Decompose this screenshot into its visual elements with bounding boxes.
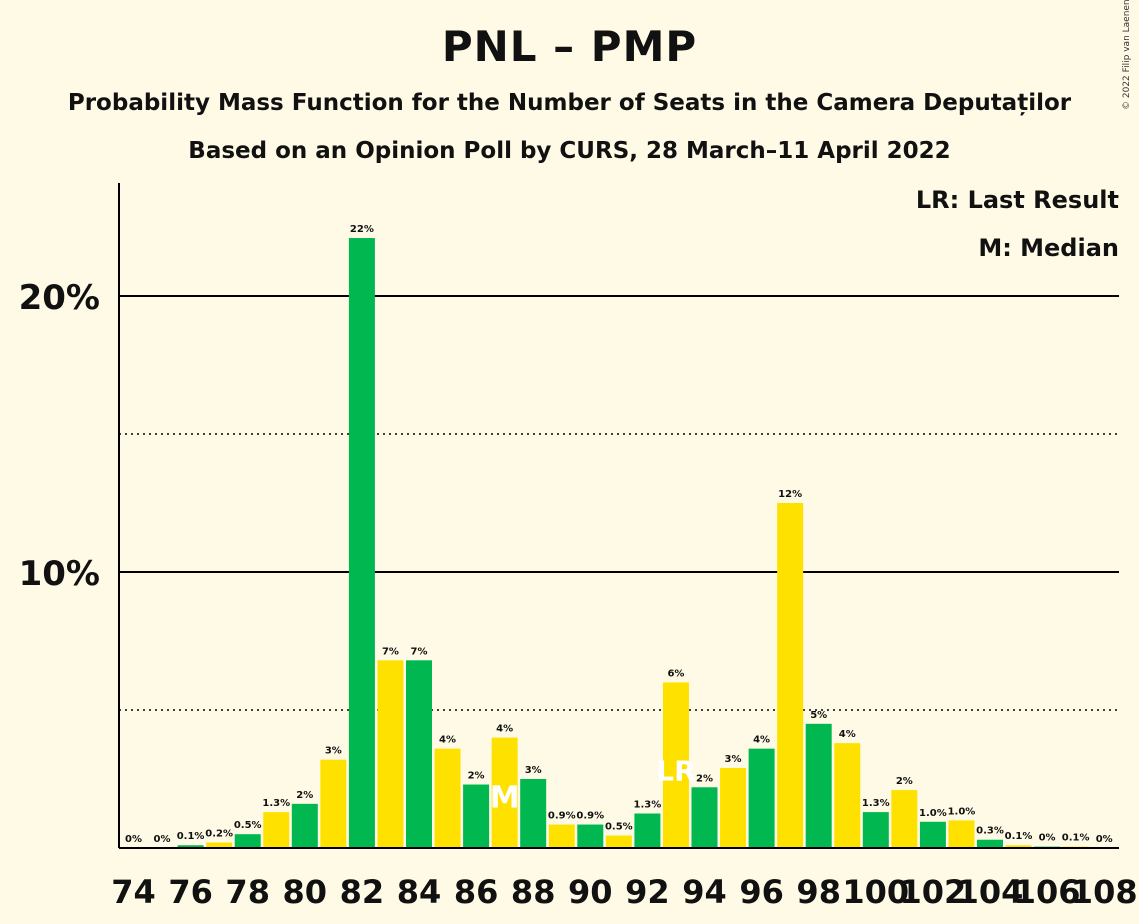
bar-value-label: 4% bbox=[439, 735, 456, 746]
bar bbox=[691, 787, 718, 848]
bar-value-label: 1.3% bbox=[634, 800, 662, 811]
bar bbox=[520, 779, 547, 848]
bar bbox=[634, 813, 661, 848]
bar-value-label: 0.3% bbox=[976, 826, 1004, 837]
bar bbox=[234, 834, 261, 848]
x-tick-label: 90 bbox=[568, 873, 613, 911]
x-tick-label: 84 bbox=[397, 873, 442, 911]
bar-value-label: 0.1% bbox=[177, 831, 205, 842]
bar bbox=[320, 759, 347, 848]
bar-value-label: 4% bbox=[496, 724, 513, 735]
x-tick-label: 96 bbox=[739, 873, 784, 911]
bar-value-label: 4% bbox=[753, 735, 770, 746]
bar-value-label: 4% bbox=[839, 729, 856, 740]
bar-value-label: 5% bbox=[810, 710, 827, 721]
bar bbox=[605, 835, 632, 848]
legend-last-result: LR: Last Result bbox=[915, 186, 1119, 214]
x-tick-label: 78 bbox=[225, 873, 270, 911]
bar bbox=[291, 803, 318, 848]
bar-value-label: 6% bbox=[667, 668, 684, 679]
bar-value-label: 2% bbox=[896, 776, 913, 787]
x-tick-label: 88 bbox=[511, 873, 556, 911]
bar-value-label: 1.0% bbox=[919, 808, 947, 819]
bar-value-label: 7% bbox=[411, 646, 428, 657]
bar bbox=[348, 238, 375, 849]
bar-value-label: 0.5% bbox=[605, 822, 633, 833]
x-tick-label: 106 bbox=[1014, 873, 1081, 911]
bar-value-label: 0.1% bbox=[1062, 833, 1090, 844]
bar bbox=[263, 812, 290, 848]
x-tick-label: 108 bbox=[1071, 873, 1138, 911]
bar bbox=[948, 820, 975, 848]
bar-value-label: 3% bbox=[325, 746, 342, 757]
bar bbox=[891, 790, 918, 848]
bar bbox=[662, 682, 689, 848]
chart-subtitle: Probability Mass Function for the Number… bbox=[67, 90, 1072, 116]
bar-value-label: 0% bbox=[1039, 833, 1056, 844]
bar bbox=[548, 824, 575, 848]
bar bbox=[777, 503, 804, 848]
bar bbox=[206, 842, 233, 848]
y-tick-label: 20% bbox=[19, 278, 100, 318]
bar-value-label: 3% bbox=[525, 765, 542, 776]
bar bbox=[805, 723, 832, 848]
bar-value-label: 7% bbox=[382, 646, 399, 657]
bar bbox=[748, 748, 775, 848]
bar-value-label: 0.9% bbox=[548, 811, 576, 822]
bar-value-label: 3% bbox=[725, 754, 742, 765]
bar bbox=[177, 845, 204, 848]
bar bbox=[434, 748, 461, 848]
x-tick-label: 82 bbox=[340, 873, 385, 911]
bar bbox=[862, 812, 889, 848]
bar-value-label: 1.3% bbox=[262, 798, 290, 809]
x-tick-label: 98 bbox=[796, 873, 841, 911]
bar bbox=[406, 660, 432, 848]
x-tick-label: 100 bbox=[842, 873, 909, 911]
bar bbox=[834, 743, 861, 848]
x-tick-label: 102 bbox=[900, 873, 967, 911]
bar-value-label: 0% bbox=[1096, 834, 1113, 845]
bar-value-label: 1.3% bbox=[862, 798, 890, 809]
x-tick-label: 94 bbox=[682, 873, 727, 911]
bar bbox=[491, 737, 518, 848]
bar-value-label: 0.2% bbox=[205, 828, 233, 839]
x-tick-label: 104 bbox=[957, 873, 1024, 911]
bar bbox=[577, 824, 604, 848]
bar-value-label: 0.1% bbox=[1005, 831, 1033, 842]
x-tick-label: 86 bbox=[454, 873, 499, 911]
legend-median: M: Median bbox=[978, 234, 1119, 262]
x-tick-label: 74 bbox=[111, 873, 156, 911]
bar-value-label: 0.5% bbox=[234, 820, 262, 831]
x-tick-label: 92 bbox=[625, 873, 670, 911]
bar-value-label: 2% bbox=[468, 771, 485, 782]
bar bbox=[377, 660, 404, 848]
y-tick-label: 10% bbox=[19, 554, 100, 594]
bar-value-label: 1.0% bbox=[948, 806, 976, 817]
chart-title: PNL – PMP bbox=[441, 22, 698, 71]
chart-source-subtitle: Based on an Opinion Poll by CURS, 28 Mar… bbox=[188, 138, 951, 164]
bar-value-label: 2% bbox=[696, 773, 713, 784]
bar bbox=[463, 784, 490, 848]
bar-value-label: 0% bbox=[154, 834, 171, 845]
x-tick-label: 80 bbox=[283, 873, 328, 911]
x-tick-label: 76 bbox=[168, 873, 213, 911]
bar-value-label: 12% bbox=[778, 489, 802, 500]
bar-value-label: 0% bbox=[125, 834, 142, 845]
bar bbox=[977, 839, 1003, 848]
bar bbox=[919, 821, 946, 848]
bar bbox=[1005, 845, 1032, 848]
bar-value-label: 0.9% bbox=[576, 811, 604, 822]
bar-value-label: 22% bbox=[350, 224, 374, 235]
bar-value-label: 2% bbox=[296, 790, 313, 801]
median-marker: M bbox=[490, 781, 520, 816]
last-result-marker: LR bbox=[656, 754, 695, 787]
bar bbox=[720, 767, 747, 848]
